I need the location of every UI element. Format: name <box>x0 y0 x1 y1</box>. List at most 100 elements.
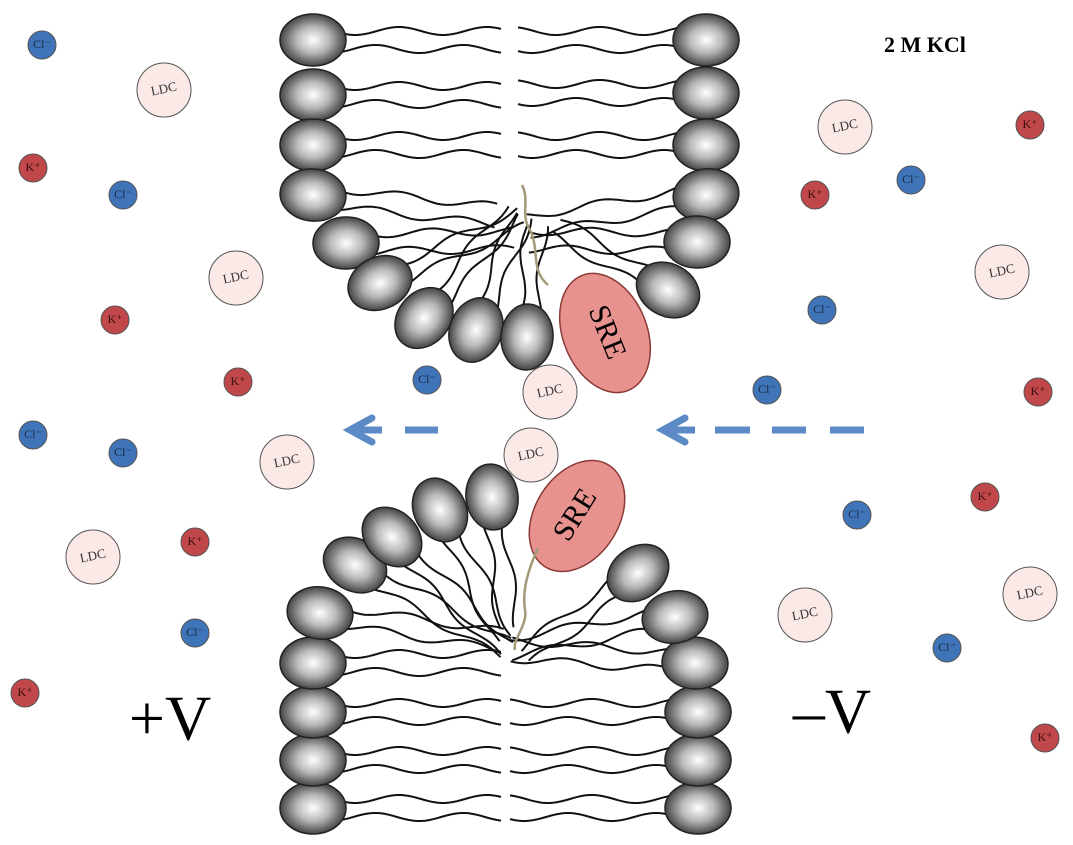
lipid-tail <box>333 765 501 773</box>
lipid-tail <box>508 608 653 641</box>
lipid-tail <box>527 186 684 216</box>
lipid-tail <box>333 699 501 707</box>
lipid-tail <box>333 27 501 35</box>
lipid-tail <box>511 658 675 670</box>
ions: Cl⁻ Cl⁻ Cl⁻ Cl⁻ Cl⁻ Cl⁻ Cl⁻ Cl⁻ Cl⁻ Cl⁻ Cl⁻ K⁺ K⁺ K⁺ K… <box>11 31 1059 752</box>
ldc-molecule: LDC <box>523 365 577 419</box>
lipid-tail <box>518 132 686 140</box>
chloride-ion: Cl⁻ <box>181 619 209 647</box>
current-arrows <box>350 418 864 442</box>
ldc-molecule: LDC <box>66 530 120 584</box>
lipid-tail <box>333 132 501 140</box>
lipid-tail <box>518 27 686 35</box>
potassium-ion-label: K⁺ <box>978 489 993 503</box>
chloride-ion: Cl⁻ <box>109 439 137 467</box>
potassium-ion-label: K⁺ <box>1023 117 1038 131</box>
potassium-ion: K⁺ <box>19 154 47 182</box>
lipid-tail <box>510 699 678 707</box>
lipid-tail <box>333 813 501 821</box>
chloride-ion-label: Cl⁻ <box>418 372 436 386</box>
lipid-head <box>673 119 739 171</box>
lipid-tail <box>518 150 686 158</box>
lipid-head <box>665 686 731 738</box>
lipid-tail <box>529 246 677 255</box>
chloride-ion-label: Cl⁻ <box>24 427 42 441</box>
chloride-ion-label: Cl⁻ <box>33 37 51 51</box>
lipid-head <box>280 119 346 171</box>
chloride-ion-label: Cl⁻ <box>813 302 831 316</box>
chloride-ion-label: Cl⁻ <box>114 445 132 459</box>
lipid-tail <box>333 45 501 53</box>
diagram: SRE SRE Cl⁻Cl⁻Cl⁻Cl⁻Cl⁻Cl⁻Cl⁻Cl⁻Cl⁻Cl⁻Cl… <box>0 0 1073 845</box>
lipid-head <box>283 582 356 643</box>
potassium-ion-label: K⁺ <box>26 160 41 174</box>
lipid-tail <box>366 227 514 237</box>
lipid-tail <box>561 220 657 269</box>
potassium-ion: K⁺ <box>11 679 39 707</box>
chloride-ion: Cl⁻ <box>843 501 871 529</box>
lipid-head <box>665 782 731 834</box>
chloride-ion: Cl⁻ <box>413 366 441 394</box>
lipid-head <box>280 69 346 121</box>
ldc-molecule: LDC <box>209 251 263 305</box>
lipid-tail <box>510 765 678 773</box>
potassium-ion-label: K⁺ <box>1031 384 1046 398</box>
chloride-ion-label: Cl⁻ <box>848 507 866 521</box>
potassium-ion: K⁺ <box>971 483 999 511</box>
lipid-head <box>664 216 731 269</box>
ldc-molecule: LDC <box>1003 567 1057 621</box>
chloride-ion: Cl⁻ <box>808 296 836 324</box>
lipid-head <box>280 686 346 738</box>
lipid-tail <box>510 795 678 803</box>
potassium-ion: K⁺ <box>801 181 829 209</box>
potassium-ion-label: K⁺ <box>231 374 246 388</box>
chloride-ion-label: Cl⁻ <box>902 172 920 186</box>
lipid-tail <box>518 80 686 88</box>
ldc-molecule: LDC <box>137 63 191 117</box>
chloride-ion: Cl⁻ <box>897 166 925 194</box>
lipid-tail <box>334 188 497 205</box>
lipid-head <box>277 165 348 224</box>
lipid-tail <box>333 150 501 158</box>
potassium-ion-label: K⁺ <box>18 685 33 699</box>
ldc-molecule: LDC <box>504 428 558 482</box>
ldc-molecule: LDC <box>975 245 1029 299</box>
potassium-ion-label: K⁺ <box>108 312 123 326</box>
solution-label: 2 M KCl <box>884 32 966 57</box>
potassium-ion: K⁺ <box>224 368 252 396</box>
lipid-head <box>673 14 739 66</box>
potassium-ion-label: K⁺ <box>808 187 823 201</box>
lipid-head <box>280 14 346 66</box>
lipid-tail <box>333 82 501 90</box>
lipid-head <box>280 637 346 689</box>
ldc-molecule: LDC <box>778 588 832 642</box>
lipid-head <box>280 734 346 786</box>
lipid-head <box>673 67 739 119</box>
chloride-ion: Cl⁻ <box>753 376 781 404</box>
potassium-ion-label: K⁺ <box>188 534 203 548</box>
potassium-ion: K⁺ <box>101 306 129 334</box>
lipid-tail <box>502 516 516 628</box>
lipid-tail <box>518 45 686 53</box>
potassium-ion: K⁺ <box>1016 111 1044 139</box>
lipid-tail <box>333 795 501 803</box>
lipid-head <box>499 302 556 372</box>
potassium-ion: K⁺ <box>1024 378 1052 406</box>
chloride-ion-label: Cl⁻ <box>938 640 956 654</box>
chloride-ion: Cl⁻ <box>28 31 56 59</box>
potassium-ion-label: K⁺ <box>1038 730 1053 744</box>
lipid-tail <box>496 219 532 317</box>
lipid-tail <box>333 668 501 676</box>
chloride-ion-label: Cl⁻ <box>758 382 776 396</box>
lipid-head <box>280 782 346 834</box>
lipid-tail <box>518 98 686 106</box>
potassium-ion: K⁺ <box>1031 724 1059 752</box>
lipid-tail <box>510 747 678 755</box>
negative-electrode: –V <box>792 676 871 747</box>
chloride-ion: Cl⁻ <box>933 634 961 662</box>
chloride-ion: Cl⁻ <box>109 181 137 209</box>
lipid-tail <box>333 650 501 658</box>
lipid-tail <box>333 100 501 108</box>
lipid-tail <box>333 717 501 725</box>
lipid-tail <box>510 813 678 821</box>
